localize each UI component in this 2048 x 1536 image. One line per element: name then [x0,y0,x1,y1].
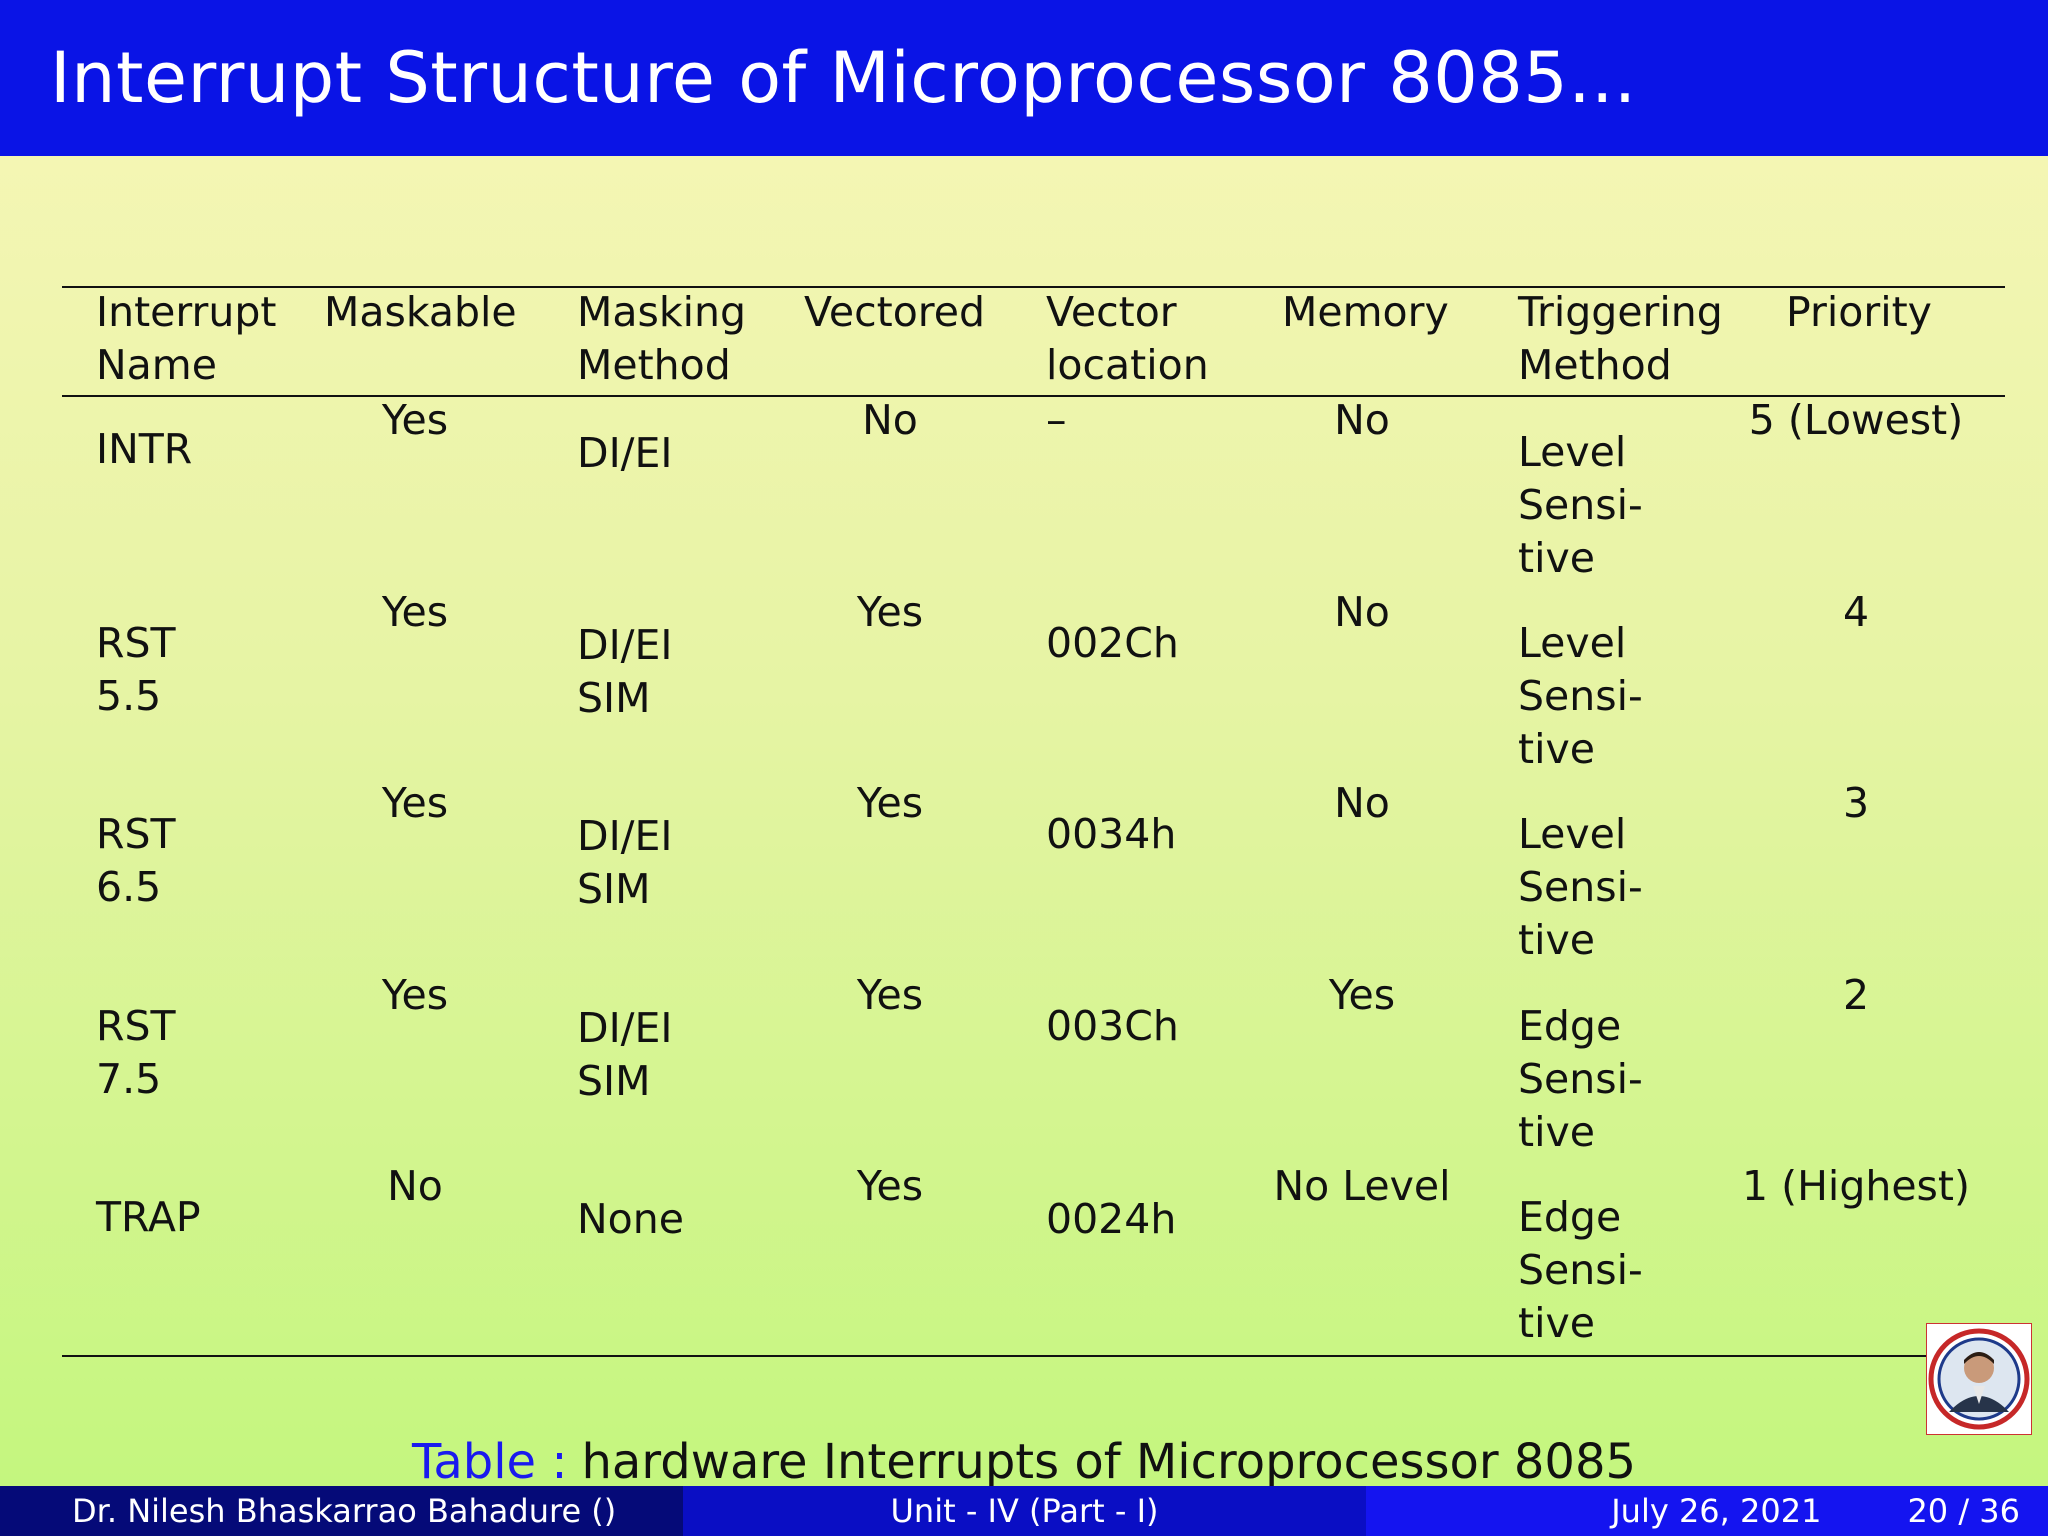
cell-vector-location: 003Ch [1046,1002,1179,1050]
footer-date-segment: July 26, 2021 20 / 36 [1366,1486,2048,1536]
header-triggering-method: Triggering Method [1518,288,1723,389]
cell-triggering-method: Edge Sensi- tive [1518,1002,1643,1156]
cell-interrupt-name: RST 7.5 [96,1002,176,1103]
cell-vector-location: 0034h [1046,810,1177,858]
cell-priority: 5 (Lowest) [1748,396,1964,444]
cell-masking-method: DI/EI SIM [577,812,673,913]
header-maskable: Maskable [324,288,517,336]
cell-triggering-method: Edge Sensi- tive [1518,1193,1643,1347]
title-bar: Interrupt Structure of Microprocessor 80… [0,0,2048,156]
cell-vector-location: 0024h [1046,1195,1177,1243]
cell-interrupt-name: RST 6.5 [96,810,176,911]
cell-priority: 2 [1842,971,1870,1019]
cell-priority: 4 [1842,588,1870,636]
cell-vectored: No [862,396,918,444]
cell-triggering-method: Level Sensi- tive [1518,619,1643,773]
cell-masking-method: DI/EI SIM [577,1004,673,1105]
footer-unit: Unit - IV (Part - I) [890,1492,1159,1530]
cell-triggering-method: Level Sensi- tive [1518,428,1643,582]
caption-label: Table : [411,1434,568,1490]
table-bottom-rule [62,1355,2005,1357]
cell-vectored: Yes [856,1162,924,1210]
cell-maskable: No [387,1162,443,1210]
cell-masking-method: None [577,1195,684,1243]
cell-priority: 3 [1842,779,1870,827]
academy-logo [1926,1323,2032,1435]
header-memory: Memory [1282,288,1449,336]
cell-maskable: Yes [381,588,449,636]
cell-vectored: Yes [856,779,924,827]
cell-vectored: Yes [856,971,924,1019]
academy-logo-icon [1928,1328,2030,1430]
footer-unit-segment: Unit - IV (Part - I) [683,1486,1366,1536]
cell-interrupt-name: INTR [96,425,193,473]
footer-page-number: 20 / 36 [1907,1492,2020,1530]
cell-vectored: Yes [856,588,924,636]
cell-memory: No [1334,588,1390,636]
header-interrupt-name: Interrupt Name [96,288,277,389]
cell-masking-method: DI/EI [577,429,673,477]
cell-interrupt-name: RST 5.5 [96,619,176,720]
cell-triggering-method: Level Sensi- tive [1518,810,1643,964]
footer: Dr. Nilesh Bhaskarrao Bahadure () Unit -… [0,1486,2048,1536]
cell-memory: Yes [1328,971,1396,1019]
cell-vector-location: 002Ch [1046,619,1179,667]
header-vector-location: Vector location [1046,288,1209,389]
cell-maskable: Yes [381,396,449,444]
footer-author-segment: Dr. Nilesh Bhaskarrao Bahadure () [0,1486,683,1536]
slide-title: Interrupt Structure of Microprocessor 80… [50,37,1637,119]
cell-priority: 1 (Highest) [1741,1162,1970,1210]
caption-text: hardware Interrupts of Microprocessor 80… [581,1434,1637,1490]
cell-memory: No [1334,779,1390,827]
cell-maskable: Yes [381,971,449,1019]
table-top-rule [62,286,2005,288]
table-header-rule [62,395,2005,397]
cell-masking-method: DI/EI SIM [577,621,673,722]
cell-memory: No [1334,396,1390,444]
footer-date: July 26, 2021 [1611,1492,1822,1530]
cell-memory: No Level [1273,1162,1451,1210]
header-vectored: Vectored [804,288,985,336]
cell-vector-location: – [1046,396,1067,444]
footer-author: Dr. Nilesh Bhaskarrao Bahadure () [72,1492,617,1530]
cell-interrupt-name: TRAP [96,1193,201,1241]
table-caption: Table : hardware Interrupts of Microproce… [0,1432,2048,1492]
cell-maskable: Yes [381,779,449,827]
header-priority: Priority [1786,288,1932,336]
header-masking-method: Masking Method [577,288,747,389]
